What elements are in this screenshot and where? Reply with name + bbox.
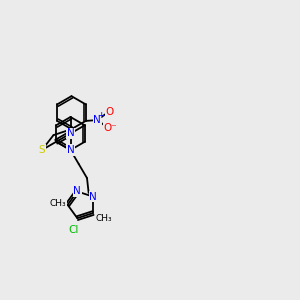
Text: CH₃: CH₃: [95, 214, 112, 223]
Text: N: N: [89, 192, 97, 202]
Text: N: N: [93, 115, 101, 125]
Text: O⁻: O⁻: [103, 123, 117, 133]
Text: O: O: [106, 107, 114, 117]
Text: +: +: [97, 111, 105, 120]
Text: S: S: [39, 145, 45, 155]
Text: N: N: [74, 187, 81, 196]
Text: N: N: [67, 145, 74, 155]
Text: CH₃: CH₃: [50, 199, 66, 208]
Text: N: N: [67, 128, 74, 139]
Text: Cl: Cl: [69, 225, 79, 235]
